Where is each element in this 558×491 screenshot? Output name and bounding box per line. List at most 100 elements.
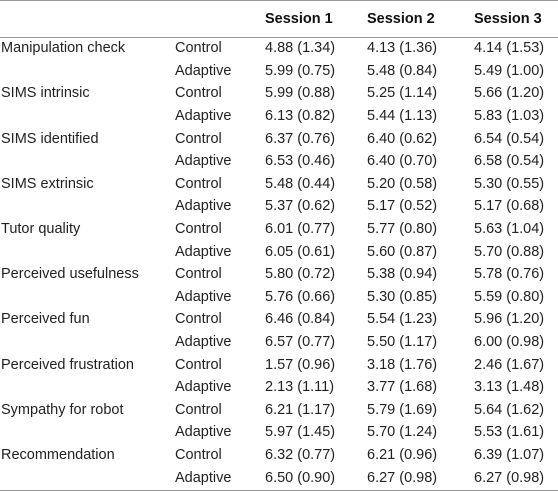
session-2-value: 5.25 (1.14) — [367, 85, 438, 102]
condition-label: Adaptive — [175, 379, 232, 396]
table-body: Manipulation check Control 4.88 (1.34) 4.13… — [0, 37, 558, 489]
condition-label: Control — [175, 266, 222, 283]
header-session-3: Session 3 — [474, 10, 542, 27]
table-row: Adaptive 6.57 (0.77) 5.50 (1.17) 6.00 (0.98… — [0, 331, 558, 354]
header-session-1: Session 1 — [265, 10, 333, 27]
measure-label — [0, 466, 175, 489]
condition-label: Adaptive — [175, 469, 232, 486]
session-3-value: 4.14 (1.53) — [474, 40, 545, 57]
session-1-value: 6.50 (0.90) — [265, 469, 336, 486]
condition-label: Control — [175, 221, 222, 238]
session-3-value: 5.17 (0.68) — [474, 198, 545, 215]
session-2-value: 5.79 (1.69) — [367, 401, 438, 418]
session-3-value: 5.30 (0.55) — [474, 175, 545, 192]
session-2-value: 5.30 (0.85) — [367, 288, 438, 305]
session-1-value: 6.46 (0.84) — [265, 311, 336, 328]
table-row: Adaptive 5.37 (0.62) 5.17 (0.52) 5.17 (0.68… — [0, 195, 558, 218]
table-row: Tutor quality Control 6.01 (0.77) 5.77 (0.8… — [0, 218, 558, 241]
session-3-value: 3.13 (1.48) — [474, 379, 545, 396]
session-3-value: 6.39 (1.07) — [474, 446, 545, 463]
session-3-value: 5.78 (0.76) — [474, 266, 545, 283]
session-2-value: 5.60 (0.87) — [367, 243, 438, 260]
condition-label: Adaptive — [175, 198, 232, 215]
session-1-value: 1.57 (0.96) — [265, 356, 336, 373]
session-1-value: 6.13 (0.82) — [265, 108, 336, 125]
session-2-value: 5.17 (0.52) — [367, 198, 438, 215]
measure-label: Tutor quality — [1, 221, 81, 238]
measure-label: Perceived fun — [1, 311, 90, 328]
measure-label — [0, 376, 175, 399]
session-3-value: 6.54 (0.54) — [474, 130, 545, 147]
session-1-value: 6.57 (0.77) — [265, 334, 336, 351]
table-row: Perceived fun Control 6.46 (0.84) 5.54 (1.2… — [0, 308, 558, 331]
session-2-value: 6.21 (0.96) — [367, 446, 438, 463]
session-2-value: 5.77 (0.80) — [367, 221, 438, 238]
session-1-value: 5.99 (0.75) — [265, 62, 336, 79]
condition-label: Control — [175, 356, 222, 373]
session-1-value: 2.13 (1.11) — [265, 379, 335, 396]
condition-label: Control — [175, 85, 222, 102]
condition-label: Control — [175, 401, 222, 418]
table-row: SIMS extrinsic Control 5.48 (0.44) 5.20 (0.… — [0, 173, 558, 196]
session-2-value: 3.18 (1.76) — [367, 356, 438, 373]
measure-label: Perceived usefulness — [1, 266, 139, 283]
session-2-value: 6.40 (0.62) — [367, 130, 438, 147]
session-1-value: 6.53 (0.46) — [265, 153, 336, 170]
session-2-value: 5.20 (0.58) — [367, 175, 438, 192]
table-row: Adaptive 5.76 (0.66) 5.30 (0.85) 5.59 (0.80… — [0, 286, 558, 309]
table-row: Adaptive 6.13 (0.82) 5.44 (1.13) 5.83 (1.03… — [0, 105, 558, 128]
measure-label: Recommendation — [1, 446, 115, 463]
session-1-value: 5.37 (0.62) — [265, 198, 336, 215]
session-3-value: 6.27 (0.98) — [474, 469, 545, 486]
measure-label: SIMS identified — [1, 130, 99, 147]
session-3-value: 6.00 (0.98) — [474, 334, 545, 351]
measure-label: Perceived frustration — [1, 356, 134, 373]
header-rule — [0, 37, 558, 38]
session-1-value: 6.01 (0.77) — [265, 221, 336, 238]
session-3-value: 5.53 (1.61) — [474, 424, 545, 441]
session-2-value: 5.50 (1.17) — [367, 334, 438, 351]
session-1-value: 5.97 (1.45) — [265, 424, 336, 441]
session-3-value: 2.46 (1.67) — [474, 356, 545, 373]
session-1-value: 4.88 (1.34) — [265, 40, 336, 57]
condition-label: Control — [175, 311, 222, 328]
table-row: Perceived usefulness Control 5.80 (0.72) 5.… — [0, 263, 558, 286]
session-1-value: 5.80 (0.72) — [265, 266, 336, 283]
measure-label: SIMS extrinsic — [1, 175, 94, 192]
table-row: Recommendation Control 6.32 (0.77) 6.21 (0.… — [0, 444, 558, 467]
table-row: Adaptive 5.99 (0.75) 5.48 (0.84) 5.49 (1.00… — [0, 60, 558, 83]
measure-label — [0, 105, 175, 128]
session-1-value: 5.76 (0.66) — [265, 288, 336, 305]
session-3-value: 5.83 (1.03) — [474, 108, 545, 125]
header-condition — [175, 0, 265, 37]
session-1-value: 5.99 (0.88) — [265, 85, 336, 102]
session-3-value: 5.59 (0.80) — [474, 288, 545, 305]
session-3-value: 5.49 (1.00) — [474, 62, 545, 79]
session-3-value: 6.58 (0.54) — [474, 153, 545, 170]
session-2-value: 4.13 (1.36) — [367, 40, 438, 57]
condition-label: Adaptive — [175, 288, 232, 305]
session-1-value: 6.37 (0.76) — [265, 130, 336, 147]
condition-label: Adaptive — [175, 153, 232, 170]
session-1-value: 6.21 (1.17) — [265, 401, 336, 418]
table-row: SIMS identified Control 6.37 (0.76) 6.40 (0… — [0, 127, 558, 150]
table-row: Adaptive 2.13 (1.11) 3.77 (1.68) 3.13 (1.48… — [0, 376, 558, 399]
condition-label: Adaptive — [175, 108, 232, 125]
table-row: Adaptive 5.97 (1.45) 5.70 (1.24) 5.53 (1.61… — [0, 421, 558, 444]
measure-label — [0, 60, 175, 83]
header-row: Session 1 Session 2 Session 3 — [0, 0, 558, 37]
session-3-value: 5.64 (1.62) — [474, 401, 545, 418]
session-2-value: 6.27 (0.98) — [367, 469, 438, 486]
session-3-value: 5.70 (0.88) — [474, 243, 545, 260]
table-row: Manipulation check Control 4.88 (1.34) 4.13… — [0, 37, 558, 60]
table-row: Adaptive 6.50 (0.90) 6.27 (0.98) 6.27 (0.98… — [0, 466, 558, 489]
table-row: SIMS intrinsic Control 5.99 (0.88) 5.25 (1.… — [0, 82, 558, 105]
header-measure — [0, 0, 175, 37]
measure-label — [0, 286, 175, 309]
condition-label: Control — [175, 175, 222, 192]
table-row: Adaptive 6.05 (0.61) 5.60 (0.87) 5.70 (0.88… — [0, 240, 558, 263]
measure-label — [0, 150, 175, 173]
session-1-value: 5.48 (0.44) — [265, 175, 336, 192]
